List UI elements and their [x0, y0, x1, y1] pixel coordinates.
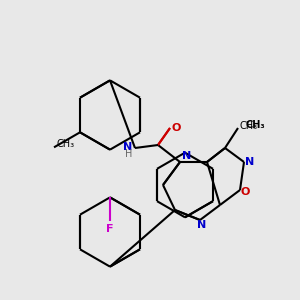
Text: N: N — [245, 157, 255, 167]
Text: CH₃: CH₃ — [246, 120, 266, 130]
Text: O: O — [240, 187, 250, 197]
Text: O: O — [171, 123, 181, 133]
Text: N: N — [123, 142, 132, 152]
Text: N: N — [182, 151, 192, 161]
Text: N: N — [197, 220, 207, 230]
Text: CH₃: CH₃ — [56, 139, 74, 149]
Text: CH₃: CH₃ — [240, 121, 258, 131]
Text: H: H — [124, 149, 132, 159]
Text: F: F — [106, 224, 114, 234]
